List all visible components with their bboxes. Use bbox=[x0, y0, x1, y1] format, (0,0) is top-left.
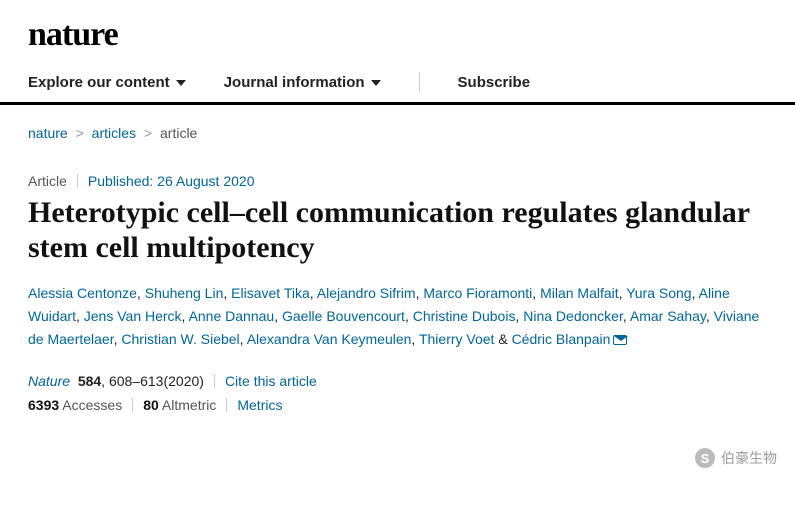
author-link[interactable]: Jens Van Herck bbox=[84, 308, 182, 324]
watermark-icon: S bbox=[695, 448, 715, 468]
author-ampersand: & bbox=[498, 331, 511, 347]
author-sep: , bbox=[532, 285, 540, 301]
chevron-down-icon bbox=[371, 80, 381, 86]
meta-divider bbox=[214, 374, 215, 388]
author-link[interactable]: Alessia Centonze bbox=[28, 285, 137, 301]
author-sep: , bbox=[76, 308, 84, 324]
author-list: Alessia Centonze, Shuheng Lin, Elisavet … bbox=[28, 282, 767, 351]
citation-comma: , bbox=[101, 373, 109, 389]
author-sep: , bbox=[623, 308, 630, 324]
author-link[interactable]: Nina Dedoncker bbox=[523, 308, 623, 324]
altmetric-count: 80 bbox=[143, 397, 159, 413]
author-sep: , bbox=[411, 331, 419, 347]
author-sep: , bbox=[706, 308, 714, 324]
nav-subscribe[interactable]: Subscribe bbox=[458, 74, 531, 91]
citation-year: (2020) bbox=[163, 373, 203, 389]
citation-volume: 584 bbox=[78, 373, 101, 389]
author-link[interactable]: Christian W. Siebel bbox=[121, 331, 239, 347]
article-type-label: Article bbox=[28, 173, 67, 189]
breadcrumb-link[interactable]: nature bbox=[28, 125, 68, 141]
meta-divider bbox=[77, 174, 78, 188]
metrics-link[interactable]: Metrics bbox=[237, 397, 282, 413]
journal-name[interactable]: Nature bbox=[28, 373, 70, 389]
author-sep: , bbox=[274, 308, 282, 324]
nav-label: Subscribe bbox=[458, 74, 531, 91]
brand-header: nature bbox=[0, 0, 795, 64]
article-meta: Article Published: 26 August 2020 bbox=[28, 173, 767, 189]
corresponding-author-link[interactable]: Cédric Blanpain bbox=[512, 331, 611, 347]
author-link[interactable]: Alexandra Van Keymeulen bbox=[247, 331, 412, 347]
nav-label: Explore our content bbox=[28, 74, 170, 91]
author-sep: , bbox=[692, 285, 699, 301]
author-link[interactable]: Thierry Voet bbox=[419, 331, 494, 347]
watermark: S 伯豪生物 bbox=[695, 448, 777, 468]
author-link[interactable]: Gaelle Bouvencourt bbox=[282, 308, 405, 324]
altmetric-label: Altmetric bbox=[162, 397, 216, 413]
nav-label: Journal information bbox=[224, 74, 365, 91]
main-nav: Explore our content Journal information … bbox=[0, 64, 795, 105]
mail-icon[interactable] bbox=[613, 335, 627, 345]
accesses-label: Accesses bbox=[62, 397, 122, 413]
author-link[interactable]: Elisavet Tika bbox=[231, 285, 310, 301]
author-link[interactable]: Anne Dannau bbox=[189, 308, 275, 324]
cite-article-link[interactable]: Cite this article bbox=[225, 373, 317, 389]
breadcrumb-link[interactable]: articles bbox=[92, 125, 136, 141]
author-link[interactable]: Marco Fioramonti bbox=[423, 285, 532, 301]
author-sep: , bbox=[240, 331, 247, 347]
author-link[interactable]: Amar Sahay bbox=[630, 308, 706, 324]
meta-divider bbox=[226, 398, 227, 412]
nature-logo[interactable]: nature bbox=[28, 16, 767, 54]
meta-divider bbox=[132, 398, 133, 412]
article-title: Heterotypic cell–cell communication regu… bbox=[28, 195, 767, 266]
published-date: Published: 26 August 2020 bbox=[88, 173, 255, 189]
nav-explore-content[interactable]: Explore our content bbox=[28, 74, 186, 91]
author-link[interactable]: Yura Song bbox=[626, 285, 691, 301]
author-sep: , bbox=[223, 285, 231, 301]
citation-pages: 608–613 bbox=[109, 373, 164, 389]
breadcrumb-sep: > bbox=[144, 125, 152, 141]
author-sep: , bbox=[405, 308, 413, 324]
author-sep: , bbox=[310, 285, 317, 301]
article-content: nature > articles > article Article Publ… bbox=[0, 105, 795, 413]
author-link[interactable]: Alejandro Sifrim bbox=[317, 285, 416, 301]
author-sep: , bbox=[182, 308, 189, 324]
chevron-down-icon bbox=[176, 80, 186, 86]
watermark-text: 伯豪生物 bbox=[721, 448, 777, 468]
breadcrumb-sep: > bbox=[76, 125, 84, 141]
author-link[interactable]: Christine Dubois bbox=[413, 308, 516, 324]
author-link[interactable]: Milan Malfait bbox=[540, 285, 619, 301]
accesses-count: 6393 bbox=[28, 397, 59, 413]
stats-row: 6393 Accesses 80 Altmetric Metrics bbox=[28, 397, 767, 413]
author-link[interactable]: Shuheng Lin bbox=[145, 285, 224, 301]
breadcrumb: nature > articles > article bbox=[28, 125, 767, 141]
nav-divider bbox=[419, 72, 420, 92]
author-sep: , bbox=[137, 285, 145, 301]
nav-journal-info[interactable]: Journal information bbox=[224, 74, 381, 91]
citation-row: Nature 584, 608–613(2020) Cite this arti… bbox=[28, 373, 767, 389]
breadcrumb-current: article bbox=[160, 125, 197, 141]
